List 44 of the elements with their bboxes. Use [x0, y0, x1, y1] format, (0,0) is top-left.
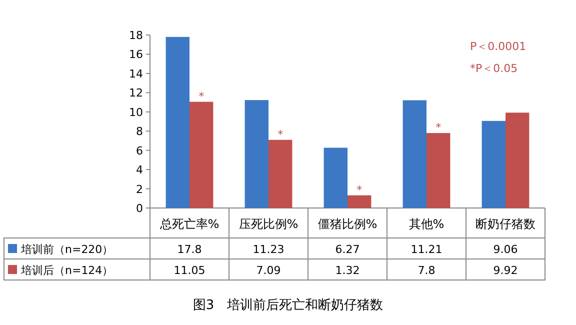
- annotation: *: [198, 90, 205, 103]
- y-tick-label: 4: [136, 164, 143, 177]
- data-label: 11.23: [252, 243, 284, 256]
- annotation: *: [436, 121, 442, 134]
- text: 图3 培训前后死亡和断奶仔猪数: [192, 297, 384, 313]
- annotation: *P＜0.05: [470, 62, 518, 75]
- annotation: *: [278, 128, 284, 141]
- annotation: P＜0.0001: [470, 40, 526, 53]
- bar: [482, 120, 506, 208]
- bar: [506, 112, 530, 208]
- data-label: 9.92: [493, 264, 518, 277]
- x-tick-label: 僵猪比例%: [318, 217, 378, 231]
- y-tick-label: 14: [129, 67, 143, 80]
- bar: [190, 102, 214, 208]
- bar: [268, 140, 292, 208]
- bar: [244, 100, 268, 208]
- y-tick-label: 16: [129, 48, 143, 62]
- y-tick-label: 8: [136, 125, 143, 138]
- y-tick-label: 6: [136, 144, 143, 158]
- data-label: 11.05: [174, 264, 206, 277]
- bar: [348, 195, 372, 208]
- data-label: 9.06: [493, 243, 518, 256]
- data-label: 1.32: [335, 264, 360, 277]
- data-label: 7.09: [256, 264, 281, 277]
- data-label: 11.21: [410, 243, 442, 256]
- bar: [426, 133, 450, 208]
- x-tick-label: 总死亡率%: [158, 217, 220, 231]
- y-tick-label: 0: [136, 202, 143, 215]
- bar: [324, 148, 348, 208]
- bar: [166, 36, 190, 208]
- y-tick-label: 12: [129, 86, 143, 100]
- x-tick-label: 其他%: [408, 217, 444, 231]
- data-label: 7.8: [418, 264, 436, 277]
- legend-label: 培训前（n=220）: [20, 243, 114, 256]
- data-label: 17.8: [177, 243, 202, 256]
- legend-label: 培训后（n=124）: [20, 264, 114, 277]
- annotation: *: [356, 183, 363, 196]
- y-tick-label: 10: [129, 106, 143, 119]
- y-tick-label: 18: [129, 29, 143, 42]
- x-tick-label: 断奶仔猪数: [476, 217, 536, 231]
- bar: [402, 100, 426, 208]
- data-label: 6.27: [335, 243, 360, 256]
- y-tick-label: 2: [136, 182, 143, 196]
- x-tick-label: 压死比例%: [238, 217, 298, 231]
